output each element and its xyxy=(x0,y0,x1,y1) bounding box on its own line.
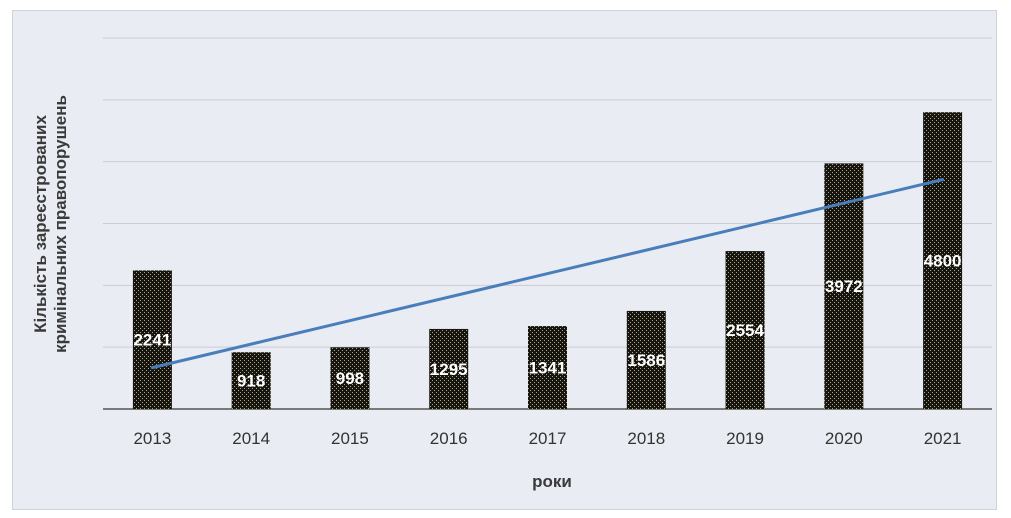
data-label-2019: 2554 xyxy=(726,321,764,340)
x-tick-labels: 2013 2014 2015 2016 2017 2018 2019 2020 2021 xyxy=(133,429,961,448)
x-tick-2019: 2019 xyxy=(726,429,764,448)
linear-trendline xyxy=(150,178,945,370)
data-label-2013: 2241 xyxy=(133,331,171,350)
x-tick-2014: 2014 xyxy=(232,429,270,448)
data-label-2015: 998 xyxy=(336,369,364,388)
data-label-2014: 918 xyxy=(237,372,265,391)
data-label-2018: 1586 xyxy=(627,351,665,370)
x-tick-2018: 2018 xyxy=(627,429,665,448)
x-tick-2013: 2013 xyxy=(133,429,171,448)
bar-2019 xyxy=(725,251,765,409)
x-tick-2015: 2015 xyxy=(331,429,369,448)
data-label-2020: 3972 xyxy=(825,277,863,296)
data-label-2021: 4800 xyxy=(924,252,962,271)
bar-2014 xyxy=(231,352,271,409)
x-tick-2020: 2020 xyxy=(825,429,863,448)
bar-2017 xyxy=(528,326,567,409)
bar-2021 xyxy=(923,112,963,409)
data-labels: 2241 918 998 1295 1341 1586 2554 3972 4800 xyxy=(133,252,961,391)
trendline-group xyxy=(150,178,945,370)
data-label-2017: 1341 xyxy=(529,359,567,378)
bar-2016 xyxy=(429,328,469,409)
data-label-2016: 1295 xyxy=(430,360,468,379)
bar-2015 xyxy=(330,347,370,409)
x-tick-2016: 2016 xyxy=(430,429,468,448)
bar-series xyxy=(132,112,963,409)
bar-2013 xyxy=(132,270,172,409)
x-tick-2021: 2021 xyxy=(924,429,962,448)
x-axis-title: роки xyxy=(532,472,572,491)
x-tick-2017: 2017 xyxy=(529,429,567,448)
bar-2018 xyxy=(626,310,666,409)
y-axis-title: Кількість зареєстрованихкримінальних пра… xyxy=(31,95,70,353)
